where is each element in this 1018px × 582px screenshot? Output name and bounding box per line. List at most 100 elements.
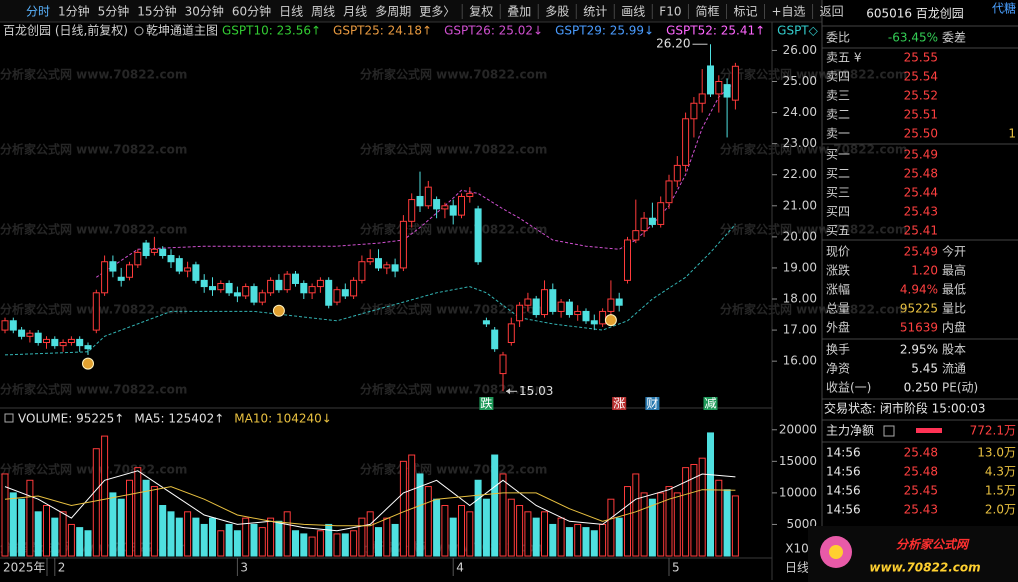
x-tick-label: 2025年	[3, 561, 46, 575]
watermark: 分析家公式网 www.70822.com	[720, 67, 907, 82]
candle-body	[84, 345, 92, 350]
watermark: 分析家公式网 www.70822.com	[360, 142, 547, 157]
toolbar-tab[interactable]: 日线	[279, 5, 303, 19]
event-label[interactable]: 跌	[480, 396, 492, 411]
y-tick-label: 21.00	[783, 198, 817, 212]
volume-bar	[350, 530, 358, 557]
volume-bar	[225, 523, 233, 557]
candle-body	[399, 220, 407, 269]
candle-body	[632, 230, 640, 241]
toolbar-tab[interactable]: 简框	[695, 5, 719, 19]
watermark: 分析家公式网 www.70822.com	[360, 462, 547, 477]
toolbar-tab[interactable]: 复权	[469, 5, 493, 19]
y-tick-label: 20000	[779, 422, 817, 436]
stat-label: 最低	[942, 283, 966, 297]
toolbar-tab[interactable]: 多周期	[375, 5, 411, 19]
indicator-line	[96, 81, 736, 278]
stock-tag: 代糖	[992, 1, 1016, 16]
toolbar-tab[interactable]: 30分钟	[185, 4, 224, 19]
toolbar-tab[interactable]: 叠加	[507, 5, 531, 19]
candle-body	[707, 65, 714, 95]
logo-flower-center	[829, 545, 843, 559]
logo-name: 分析家公式网	[896, 538, 970, 552]
volume-bar	[175, 517, 183, 557]
volume-bar	[516, 505, 524, 557]
bid-label: 买四	[826, 205, 850, 219]
candle-body	[731, 65, 739, 101]
toolbar-tab[interactable]: 60分钟	[232, 4, 271, 19]
stat-value: 5.45	[911, 362, 938, 376]
candle-body	[250, 286, 258, 303]
toolbar-tab[interactable]: 更多〉	[419, 5, 455, 19]
volume-bar	[18, 498, 26, 557]
event-label[interactable]: 减	[704, 397, 716, 411]
watermark: 分析家公式网 www.70822.com	[720, 222, 907, 237]
candle-body	[76, 338, 84, 347]
candle-body	[18, 329, 26, 337]
ask-price: 25.50	[904, 127, 938, 141]
volume-bar	[441, 505, 449, 557]
candle-body	[549, 289, 557, 312]
stat-value: 0.250	[904, 381, 938, 395]
candle-body	[316, 279, 324, 288]
candle-body	[366, 258, 374, 263]
toolbar-tab[interactable]: F10	[659, 5, 681, 19]
event-label[interactable]: 涨	[613, 396, 625, 411]
y-tick-label: 22.00	[783, 167, 817, 181]
candle-body	[117, 276, 125, 281]
candle-body	[599, 310, 607, 325]
stat-label: 涨幅	[826, 282, 850, 297]
toolbar-tab[interactable]: 画线	[621, 5, 645, 19]
volume-bar	[159, 505, 167, 557]
stat-label: 现价	[826, 245, 850, 259]
toolbar-tab[interactable]: 周线	[311, 5, 335, 19]
stat-label: 内盘	[942, 320, 966, 335]
stat-value: 4.94%	[900, 283, 938, 297]
indicator-name[interactable]: 乾坤通道主图	[146, 23, 218, 38]
toolbar-tab[interactable]: 15分钟	[137, 4, 176, 19]
volume-bar	[275, 520, 283, 557]
event-label[interactable]: 财	[646, 397, 658, 411]
candle-body	[283, 273, 291, 291]
y-tick-label: 19.00	[783, 260, 817, 274]
toolbar-tab[interactable]: 返回	[820, 5, 844, 19]
toolbar-tab[interactable]: 5分钟	[98, 4, 130, 19]
legend-entry: MA10: 104240↓	[234, 412, 332, 426]
candle-body	[333, 289, 341, 303]
candle-body	[134, 251, 142, 266]
x-tick-label: 2	[58, 561, 66, 575]
volume-bar	[9, 492, 17, 557]
ask-price: 25.55	[904, 51, 938, 65]
volume-bar	[541, 511, 548, 557]
volume-bar	[117, 498, 125, 557]
volume-bar	[84, 530, 92, 557]
y-tick-label: 16.00	[783, 354, 817, 368]
volume-bar	[34, 511, 42, 557]
stat-label: 最高	[942, 263, 966, 278]
candle-body	[582, 310, 590, 322]
candle-body	[557, 301, 565, 312]
bid-price: 25.43	[904, 205, 938, 219]
toolbar-tab[interactable]: 月线	[343, 5, 367, 19]
volume-bar	[51, 517, 59, 557]
volume-bar	[126, 479, 133, 557]
toolbar-tab[interactable]: 标记	[733, 5, 757, 19]
watermark: 分析家公式网 www.70822.com	[0, 382, 187, 397]
volume-bar	[134, 467, 142, 557]
candle-body	[142, 242, 150, 257]
volume-bar	[715, 479, 723, 557]
toolbar-tab[interactable]: 1分钟	[58, 4, 90, 19]
flow-value: 772.1万	[970, 424, 1016, 438]
candle-body	[532, 298, 540, 316]
flow-bar	[916, 428, 942, 433]
volume-bar	[67, 523, 75, 557]
bid-price: 25.44	[904, 186, 938, 200]
toolbar-tab[interactable]: 统计	[583, 5, 607, 19]
toolbar-tab[interactable]: +自选	[772, 5, 806, 19]
toolbar-tab[interactable]: 分时	[26, 5, 50, 19]
y-tick-label: 25.00	[783, 74, 817, 88]
toolbar-tab[interactable]: 多股	[545, 5, 569, 19]
volume-bar	[209, 517, 216, 557]
candle-body	[325, 279, 333, 306]
candle-body	[258, 292, 266, 303]
